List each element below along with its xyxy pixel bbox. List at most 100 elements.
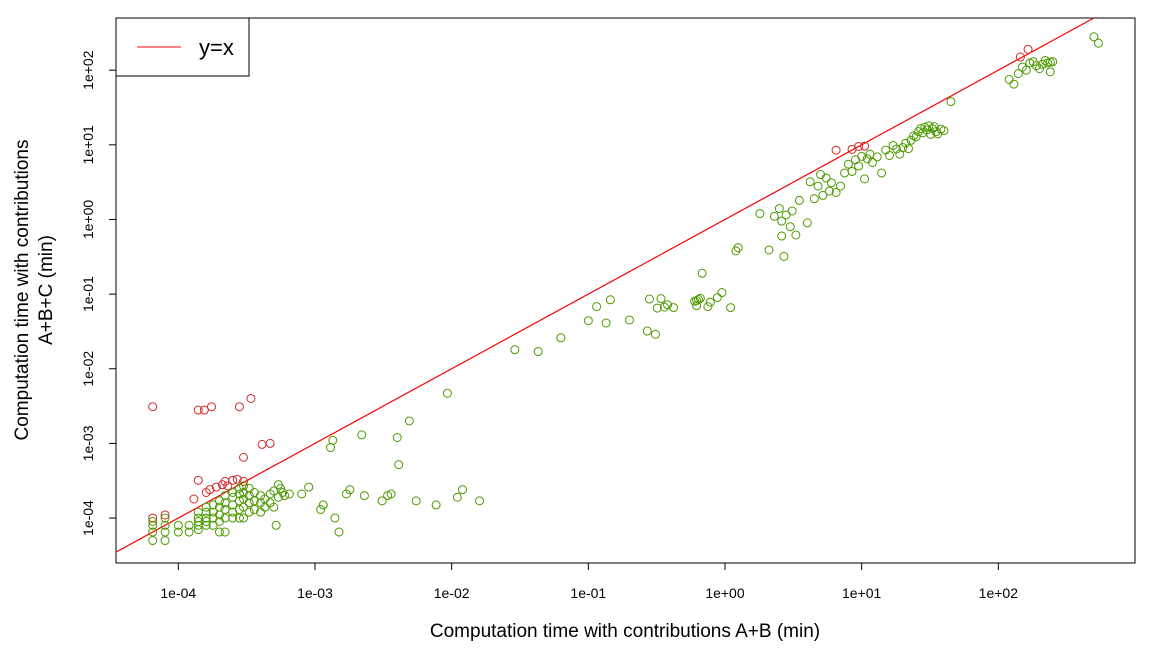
x-tick-label: 1e-04 (160, 585, 196, 601)
data-point-green (148, 536, 158, 546)
data-point-green (214, 496, 224, 506)
y-tick-label: 1e-02 (80, 351, 96, 387)
data-point-green (452, 492, 462, 502)
data-point-green (334, 527, 344, 537)
x-tick-label: 1e+00 (705, 585, 745, 601)
data-point-red (831, 145, 841, 155)
data-point-green (148, 520, 158, 530)
data-point-green (831, 187, 841, 197)
data-point-green (1021, 65, 1031, 75)
data-point-red (148, 513, 158, 523)
x-tick-label: 1e+01 (842, 585, 882, 601)
data-point-green (1048, 57, 1058, 67)
data-point-green (269, 502, 279, 512)
data-point-green (717, 288, 727, 298)
x-tick-label: 1e-02 (434, 585, 470, 601)
data-point-green (946, 97, 956, 107)
data-point-green (244, 507, 254, 517)
data-point-green (824, 186, 834, 196)
data-point-green (244, 491, 254, 501)
data-point-green (583, 316, 593, 326)
y-axis: 1e-04 1e-03 1e-02 1e-01 1e+00 1e+01 1e+02 (80, 50, 117, 536)
data-point-green (201, 513, 211, 523)
data-point-green (840, 168, 850, 178)
data-point-green (624, 315, 634, 325)
data-point-green (785, 222, 795, 232)
data-point-green (712, 293, 722, 303)
plot-border (115, 17, 1136, 564)
data-point-green (234, 513, 244, 523)
reference-line-layer (115, 17, 1095, 553)
data-point-green (652, 303, 662, 313)
data-point-green (854, 161, 864, 171)
data-point-red (1023, 44, 1033, 54)
data-point-green (330, 513, 340, 523)
data-point-green (867, 157, 877, 167)
data-point-green (642, 326, 652, 336)
data-point-green (1045, 67, 1055, 77)
data-point-green (913, 127, 923, 137)
data-point-green (694, 294, 704, 304)
data-point-green (901, 138, 911, 148)
data-point-green (777, 216, 787, 226)
data-point-green (726, 303, 736, 313)
data-point-red (193, 475, 203, 485)
data-point-green (244, 498, 254, 508)
data-point-green (835, 181, 845, 191)
data-point-green (234, 496, 244, 506)
data-point-green (881, 145, 891, 155)
data-point-green (457, 485, 467, 495)
y-axis-title-line-1: Computation time with contributions (12, 140, 33, 441)
data-point-green (193, 507, 203, 517)
data-point-red (228, 475, 238, 485)
reference-line-y-equals-x (115, 17, 1095, 553)
data-point-green (208, 500, 218, 510)
data-point-green (847, 166, 857, 176)
data-point-green (160, 520, 170, 530)
data-point-green (392, 433, 402, 443)
data-point-green (228, 487, 238, 497)
data-point-green (160, 513, 170, 523)
data-point-green (297, 489, 307, 499)
data-point-green (239, 481, 249, 491)
y-tick-label: 1e+00 (80, 200, 96, 240)
data-point-green (404, 416, 414, 426)
data-point-green (764, 245, 774, 255)
y-tick-label: 1e-03 (80, 425, 96, 461)
data-point-green (556, 333, 566, 343)
data-point-green (821, 173, 831, 183)
data-point-green (411, 496, 421, 506)
data-point-green (774, 204, 784, 214)
data-point-green (239, 513, 249, 523)
data-point-green (386, 489, 396, 499)
data-point-green (357, 430, 367, 440)
data-point-green (431, 500, 441, 510)
data-point-green (345, 485, 355, 495)
data-point-red (257, 439, 267, 449)
data-point-green (1004, 75, 1014, 85)
data-point-green (787, 206, 797, 216)
legend: y=x (115, 17, 250, 77)
data-point-green (779, 251, 789, 261)
y-tick-label: 1e-01 (80, 276, 96, 312)
data-point-green (377, 496, 387, 506)
x-tick-label: 1e-03 (297, 585, 333, 601)
data-point-green (911, 132, 921, 142)
y-tick-label: 1e-04 (80, 500, 96, 536)
data-point-green (304, 482, 314, 492)
data-point-green (669, 303, 679, 313)
data-point-red (854, 141, 864, 151)
data-point-red (207, 402, 217, 412)
data-point-green (802, 218, 812, 228)
data-point-red (1015, 52, 1025, 62)
data-point-green (214, 527, 224, 537)
x-tick-label: 1e-01 (570, 585, 606, 601)
data-point-green (929, 122, 939, 132)
data-point-green (777, 231, 787, 241)
data-point-red (234, 402, 244, 412)
data-point-green (697, 268, 707, 278)
data-point-green (201, 520, 211, 530)
data-point-green (809, 194, 819, 204)
data-point-green (903, 144, 913, 154)
